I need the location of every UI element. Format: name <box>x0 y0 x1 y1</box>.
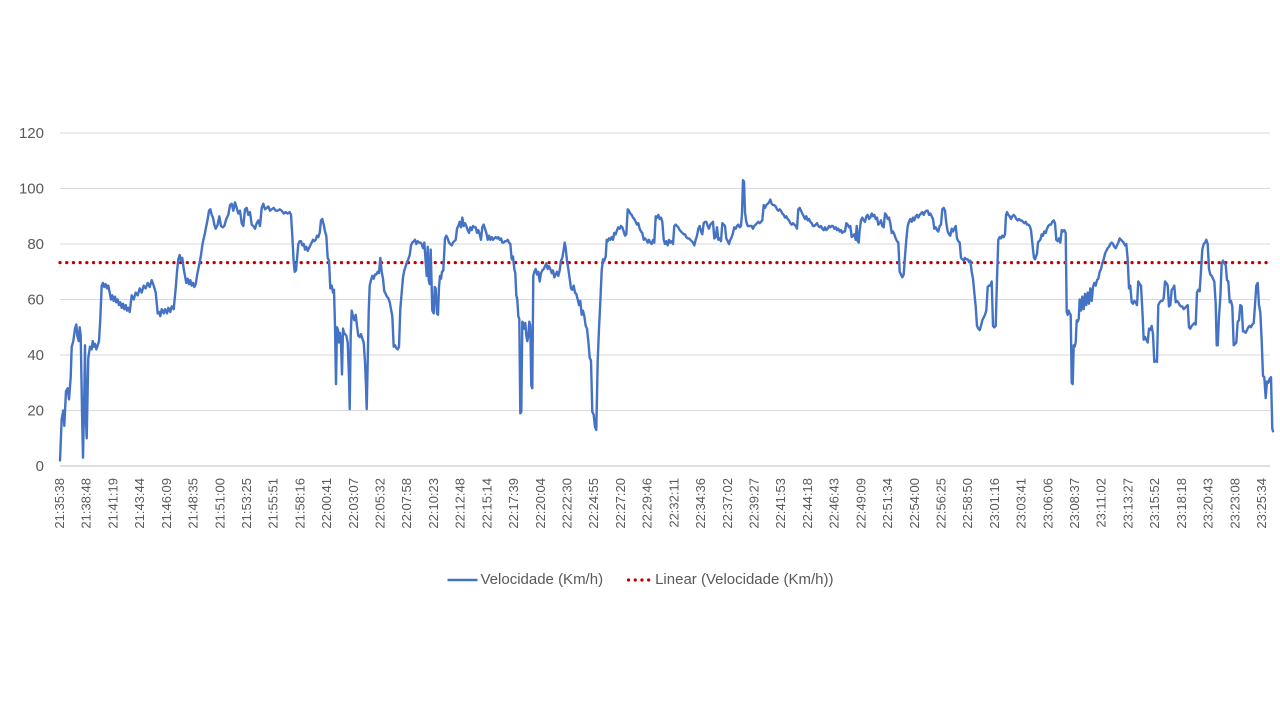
x-axis-tick-label: 23:18:18 <box>1174 478 1189 529</box>
x-axis-tick-label: 23:20:43 <box>1201 478 1216 529</box>
x-axis-tick-label: 22:46:43 <box>827 478 842 529</box>
x-axis-tick-label: 21:48:35 <box>186 478 201 529</box>
x-axis-tick-label: 22:54:00 <box>907 478 922 529</box>
x-axis-tick-label: 21:38:48 <box>79 478 94 529</box>
x-axis-tick-label: 22:27:20 <box>613 478 628 529</box>
x-axis-tick-label: 23:08:37 <box>1067 478 1082 529</box>
x-axis-tick-label: 22:34:36 <box>693 478 708 529</box>
x-axis-tick-label: 23:11:02 <box>1094 478 1109 528</box>
x-axis-tick-label: 22:44:18 <box>800 478 815 529</box>
x-axis-tick-label: 23:06:06 <box>1040 478 1055 529</box>
x-axis-tick-label: 21:46:09 <box>159 478 174 529</box>
y-axis-tick-label: 0 <box>36 458 44 475</box>
chart-legend: Velocidade (Km/h) Linear (Velocidade (Km… <box>447 571 834 588</box>
y-axis-tick-label: 20 <box>27 403 44 420</box>
x-axis-tick-label: 22:00:41 <box>319 478 334 529</box>
x-axis-tick-label: 23:23:08 <box>1227 478 1242 529</box>
legend-item-linear[interactable]: Linear (Velocidade (Km/h)) <box>625 571 834 588</box>
x-axis-tick-label: 22:07:58 <box>399 478 414 529</box>
x-axis-tick-label: 22:03:07 <box>346 478 361 529</box>
x-axis-tick-label: 21:58:16 <box>292 478 307 529</box>
x-axis-tick-label: 22:58:50 <box>960 478 975 529</box>
x-axis-tick-label: 23:01:16 <box>987 478 1002 529</box>
legend-label-velocidade: Velocidade (Km/h) <box>480 571 604 588</box>
x-axis-tick-label: 22:05:32 <box>373 478 388 529</box>
x-axis-tick-label: 22:49:09 <box>853 478 868 529</box>
x-axis-tick-label: 21:43:44 <box>132 478 147 529</box>
x-axis-tick-label: 23:25:34 <box>1254 478 1269 529</box>
x-axis-tick-label: 23:15:52 <box>1147 478 1162 529</box>
velocity-series-line[interactable] <box>58 178 1275 462</box>
x-axis-tick-label: 22:12:48 <box>453 478 468 529</box>
legend-item-velocidade[interactable]: Velocidade (Km/h) <box>447 571 604 588</box>
x-axis-tick-label: 23:03:41 <box>1014 478 1029 529</box>
x-axis-tick-label: 22:22:30 <box>560 478 575 529</box>
y-axis-tick-label: 60 <box>27 292 44 309</box>
x-axis-tick-label: 22:39:27 <box>746 478 761 529</box>
x-axis-tick-label: 21:51:00 <box>212 478 227 529</box>
x-axis-tick-label: 22:20:04 <box>533 478 548 529</box>
x-axis-tick-label: 22:24:55 <box>586 478 601 529</box>
x-axis-tick-label: 21:55:51 <box>266 478 281 529</box>
x-axis-tick-label: 21:41:19 <box>105 478 120 529</box>
x-axis-tick-label: 21:35:38 <box>52 478 67 529</box>
x-axis-tick-label: 22:51:34 <box>880 478 895 529</box>
x-axis-tick-label: 21:53:25 <box>239 478 254 529</box>
x-axis-tick-label: 23:13:27 <box>1120 478 1135 529</box>
y-axis-tick-label: 80 <box>27 236 44 253</box>
x-axis-tick-label: 22:32:11 <box>666 478 681 528</box>
x-axis-tick-label: 22:17:39 <box>506 478 521 529</box>
y-axis-tick-label: 100 <box>19 181 44 198</box>
x-axis-tick-label: 22:15:14 <box>479 478 494 529</box>
x-axis-tick-label: 22:29:46 <box>640 478 655 529</box>
x-axis-tick-label: 22:10:23 <box>426 478 441 529</box>
x-axis-tick-label: 22:41:53 <box>773 478 788 529</box>
y-axis-tick-label: 40 <box>27 347 44 364</box>
solid-line-swatch-icon <box>447 578 478 581</box>
legend-label-linear: Linear (Velocidade (Km/h)) <box>655 571 834 588</box>
dotted-line-swatch-icon <box>626 577 654 582</box>
x-axis-tick-label: 22:37:02 <box>720 478 735 529</box>
x-axis-tick-label: 22:56:25 <box>933 478 948 529</box>
y-axis-tick-label: 120 <box>19 125 44 142</box>
